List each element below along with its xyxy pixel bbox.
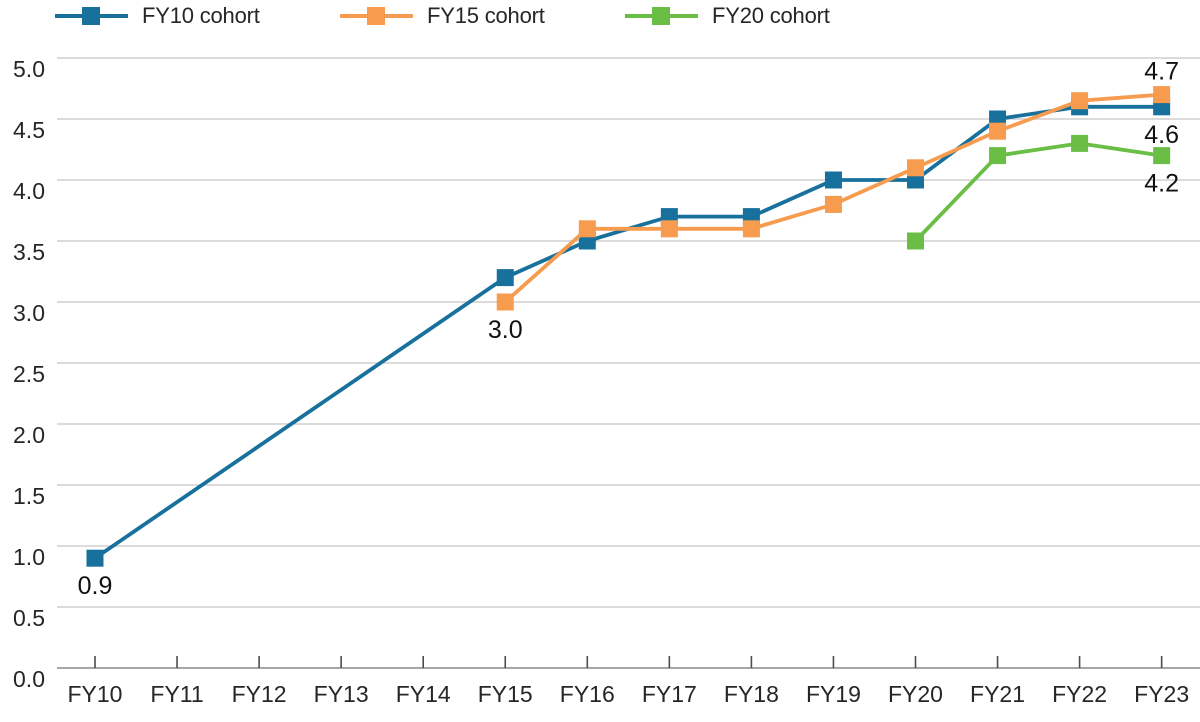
- x-tick-label: FY10: [68, 681, 123, 707]
- x-tick-label: FY16: [560, 681, 615, 707]
- data-point-marker: [824, 195, 842, 213]
- data-point-marker: [496, 269, 514, 287]
- data-point-marker: [907, 159, 924, 177]
- data-point-label: 3.0: [488, 316, 523, 344]
- series-line: [93, 104, 1162, 560]
- data-point-marker: [742, 220, 760, 238]
- x-tick-label: FY15: [478, 681, 533, 707]
- y-tick-label: 1.5: [13, 483, 45, 509]
- x-tick-label: FY14: [396, 681, 451, 707]
- y-tick-label: 3.0: [13, 300, 45, 326]
- legend-marker-icon: [625, 7, 698, 25]
- data-point-marker: [496, 293, 514, 311]
- data-point-marker: [1153, 86, 1171, 104]
- data-point-marker: [824, 171, 842, 189]
- data-point-marker: [1071, 134, 1089, 152]
- x-tick-label: FY18: [724, 681, 779, 707]
- legend-label: FY20 cohort: [712, 3, 830, 28]
- legend-label: FY10 cohort: [142, 3, 260, 28]
- data-point-marker: [578, 220, 596, 238]
- x-tick-label: FY17: [642, 681, 697, 707]
- x-tick-label: FY23: [1134, 681, 1189, 707]
- y-tick-label: 1.0: [13, 544, 45, 570]
- data-point-marker: [1071, 92, 1089, 110]
- data-point-marker: [907, 232, 924, 250]
- legend-item-fy15-cohort: FY15 cohort: [340, 3, 545, 29]
- data-point-marker: [1153, 147, 1171, 165]
- data-point-marker: [989, 122, 1007, 140]
- x-tick-label: FY22: [1052, 681, 1107, 707]
- x-tick-label: FY12: [232, 681, 287, 707]
- y-tick-label: 0.5: [13, 605, 45, 631]
- data-point-label: 4.2: [1144, 170, 1179, 198]
- x-tick-label: FY11: [150, 681, 203, 707]
- y-tick-label: 2.0: [13, 422, 45, 448]
- series-line: [914, 141, 1162, 243]
- y-tick-label: 3.5: [13, 239, 45, 265]
- data-point-label: 4.6: [1144, 121, 1179, 149]
- y-tick-label: 5.0: [13, 56, 45, 82]
- data-point-label: 4.7: [1144, 58, 1179, 86]
- data-point-label: 0.9: [78, 572, 113, 600]
- data-point-marker: [660, 220, 678, 238]
- data-point-marker: [86, 549, 104, 567]
- x-tick-label: FY13: [314, 681, 369, 707]
- y-tick-label: 4.5: [13, 117, 45, 143]
- legend-label: FY15 cohort: [427, 3, 545, 28]
- y-tick-label: 0.0: [13, 666, 45, 692]
- x-tick-label: FY19: [806, 681, 861, 707]
- legend: FY10 cohort FY15 cohort FY20 cohort: [0, 0, 1200, 34]
- legend-marker-icon: [55, 7, 128, 25]
- y-tick-label: 2.5: [13, 361, 45, 387]
- legend-item-fy10-cohort: FY10 cohort: [55, 3, 260, 29]
- legend-marker-icon: [340, 7, 413, 25]
- y-tick-label: 4.0: [13, 178, 45, 204]
- data-point-marker: [989, 147, 1007, 165]
- legend-item-fy20-cohort: FY20 cohort: [625, 3, 830, 29]
- x-tick-label: FY20: [888, 681, 943, 707]
- x-tick-label: FY21: [970, 681, 1025, 707]
